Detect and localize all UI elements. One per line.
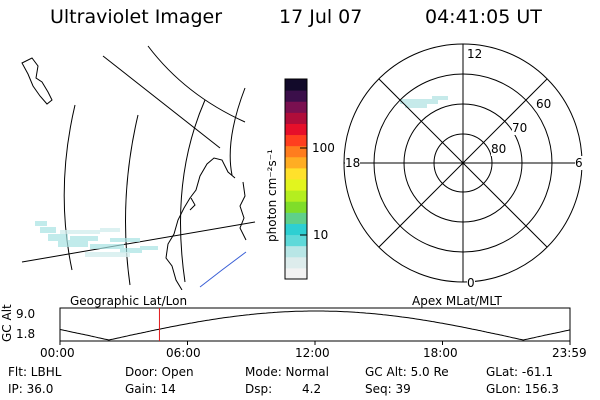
ip-info: IP: 36.0	[8, 382, 54, 396]
map-latitude-arc	[229, 87, 246, 176]
glat-info: GLat: -61.1	[486, 365, 553, 379]
colorbar-segment	[285, 156, 307, 169]
strip-tick-2359: 23:59	[552, 346, 587, 360]
mlt-0-label: 0	[467, 276, 475, 290]
door-info: Door: Open	[125, 365, 194, 379]
mlat-60-label: 60	[536, 97, 552, 111]
strip-tick-0000: 00:00	[40, 346, 75, 360]
map-latitude-arc	[125, 114, 139, 286]
gc-alt-info: GC Alt: 5.0 Re	[365, 365, 449, 379]
colorbar-segment	[285, 145, 307, 158]
colorbar-segment	[285, 90, 307, 102]
map-coastline	[189, 197, 196, 211]
colorbar-segment	[285, 201, 307, 213]
colorbar-segment	[285, 167, 307, 180]
colorbar-segment	[285, 190, 307, 202]
colorbar-segment	[285, 101, 307, 113]
mlat-70-label: 70	[512, 121, 528, 135]
geographic-label: Geographic Lat/Lon	[70, 294, 188, 308]
mlt-12-label: 12	[467, 47, 483, 61]
glon-info: GLon: 156.3	[486, 382, 559, 396]
map-meridian	[21, 221, 256, 263]
colorbar-tick-10: 10	[313, 228, 329, 242]
map-coastline	[21, 57, 53, 105]
map-meridian	[102, 55, 221, 149]
colorbar-tick-100: 100	[312, 141, 335, 155]
strip-tick-0600: 06:00	[166, 346, 201, 360]
map-latitude-arc	[180, 99, 206, 283]
mode-info: Mode: Normal	[245, 365, 329, 379]
colorbar-segment	[285, 234, 307, 247]
colorbar-segment	[285, 112, 307, 124]
strip-y-max: 9.0	[16, 307, 36, 321]
altitude-curve	[59, 310, 571, 341]
colorbar-segment	[285, 134, 307, 147]
flt-info: Flt: LBHL	[8, 365, 62, 379]
gain-info: Gain: 14	[125, 382, 176, 396]
apex-label: Apex MLat/MLT	[412, 294, 502, 308]
colorbar-segment	[285, 179, 307, 191]
strip-tick-1200: 12:00	[295, 346, 330, 360]
instrument-title: Ultraviolet Imager	[50, 6, 223, 28]
date-label: 17 Jul 07	[279, 6, 363, 28]
map-emission-speckles	[35, 221, 158, 253]
colorbar-segment	[285, 79, 307, 91]
map-meridian	[147, 45, 246, 123]
colorbar-segment	[285, 123, 307, 136]
colorbar-segment	[285, 256, 307, 269]
colorbar-segment	[285, 267, 307, 280]
map-latitude-arc	[63, 104, 76, 271]
seq-info: Seq: 39	[365, 382, 411, 396]
map-coastline	[239, 181, 247, 241]
mlt-18-label: 18	[345, 156, 361, 170]
dsp-label: Dsp:	[245, 382, 273, 396]
polar-emission-speckles	[400, 96, 448, 108]
colorbar-segment	[285, 223, 307, 236]
map-coastline	[165, 157, 236, 290]
mlat-80-label: 80	[491, 142, 507, 156]
colorbar-segment	[285, 212, 307, 224]
colorbar-segment	[285, 245, 307, 258]
map-coastline-blue	[199, 251, 247, 288]
polar-axis-diagonal	[378, 78, 548, 248]
strip-tick-1800: 18:00	[423, 346, 458, 360]
dsp-value: 4.2	[302, 382, 322, 396]
mlt-6-label: 6	[575, 156, 583, 170]
time-label: 04:41:05 UT	[425, 6, 542, 28]
strip-y-min: 1.8	[16, 327, 36, 341]
